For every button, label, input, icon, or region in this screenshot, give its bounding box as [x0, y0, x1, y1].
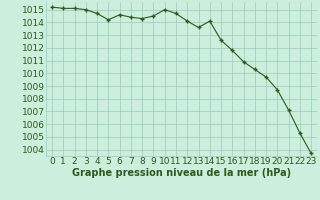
X-axis label: Graphe pression niveau de la mer (hPa): Graphe pression niveau de la mer (hPa) — [72, 168, 291, 178]
